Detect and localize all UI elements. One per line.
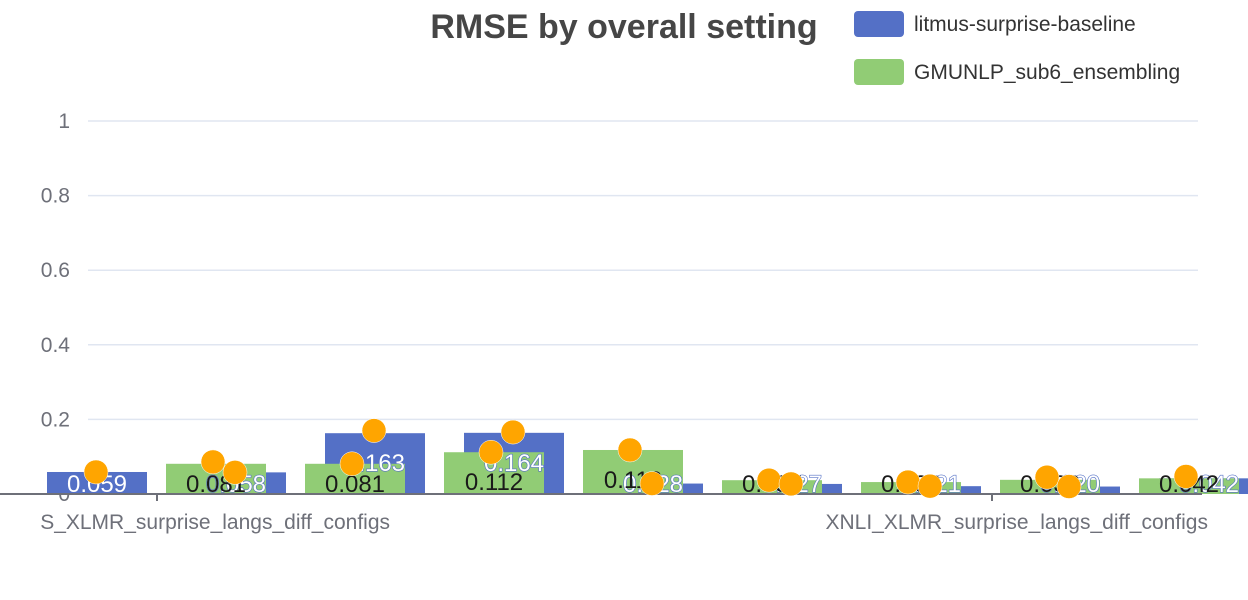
scatter-point (1173, 464, 1199, 489)
scatter-point (617, 437, 643, 463)
y-tick-label: 0.8 (41, 185, 70, 208)
data-label: 0.112 (465, 469, 523, 496)
scatter-point (1056, 474, 1082, 499)
y-tick-label: 0.4 (41, 334, 71, 357)
scatter-point (478, 439, 504, 465)
scatter-point (500, 419, 526, 445)
legend-label-1: litmus-surprise-baseline (914, 13, 1136, 36)
scatter-point (361, 418, 387, 443)
scatter-point (1034, 464, 1060, 490)
scatter-point (639, 471, 665, 496)
scatter-point (200, 449, 226, 475)
x-category-label: S_XLMR_surprise_langs_diff_configs (40, 511, 390, 534)
chart-title: RMSE by overall setting (430, 8, 817, 46)
scatter-point (222, 460, 248, 485)
x-category-label: XNLI_XLMR_surprise_langs_diff_configs (826, 511, 1209, 534)
scatter-point (917, 473, 943, 499)
scatter-point (339, 451, 365, 477)
scatter-point (895, 469, 921, 495)
scatter-point (756, 467, 782, 493)
scatter-point (83, 459, 109, 485)
legend-label-2: GMUNLP_sub6_ensembling (914, 61, 1180, 84)
scatter-point (778, 471, 804, 497)
y-tick-label: 1 (58, 110, 70, 133)
legend-swatch-2 (854, 59, 904, 85)
y-tick-label: 0.2 (41, 408, 70, 431)
y-tick-label: 0.6 (41, 259, 70, 282)
legend-swatch-1 (854, 11, 904, 37)
